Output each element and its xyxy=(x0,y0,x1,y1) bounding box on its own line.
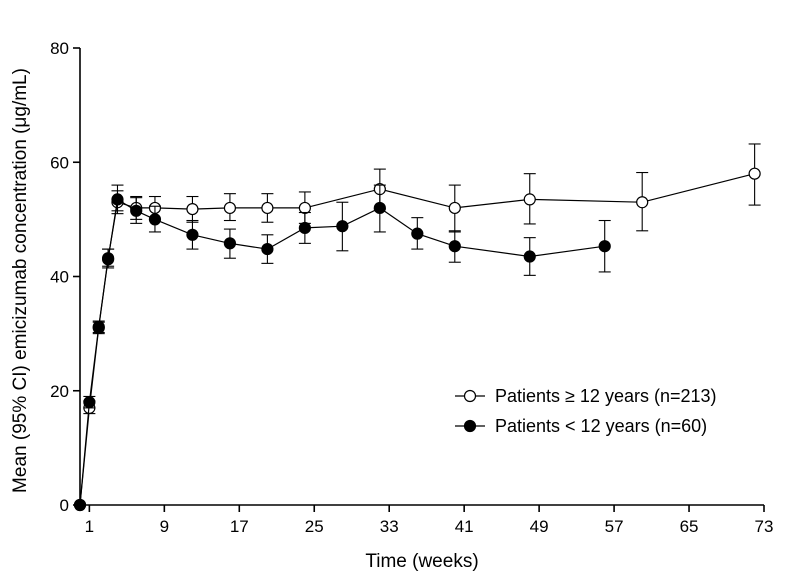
data-point-filled xyxy=(130,204,143,217)
x-tick-label: 41 xyxy=(455,517,474,536)
y-tick-label: 80 xyxy=(50,39,69,58)
legend: Patients ≥ 12 years (n=213) Patients < 12… xyxy=(455,386,717,436)
data-point-filled xyxy=(92,320,105,333)
data-point-open xyxy=(261,201,274,215)
data-point-filled xyxy=(148,213,162,226)
x-axis-title: Time (weeks) xyxy=(365,551,478,572)
y-tick-label: 0 xyxy=(60,496,69,515)
data-point-open xyxy=(186,202,199,216)
data-point-filled xyxy=(523,250,536,263)
data-point-filled xyxy=(298,221,311,235)
x-tick-label: 1 xyxy=(85,517,94,536)
data-point-filled xyxy=(186,228,199,241)
series-lt12 xyxy=(73,184,611,512)
x-tick-label: 33 xyxy=(380,517,399,536)
data-point-filled xyxy=(73,498,87,512)
data-point-filled xyxy=(336,220,349,233)
data-point-filled xyxy=(111,193,124,206)
legend-marker xyxy=(463,389,477,403)
data-point-open xyxy=(448,201,461,215)
data-point-open xyxy=(523,193,536,206)
data-point-open xyxy=(748,167,761,180)
x-tick-label: 25 xyxy=(305,517,324,536)
y-axis-title: Mean (95% CI) emicizumab concentration (… xyxy=(10,68,31,493)
data-point-filled xyxy=(448,240,461,253)
legend-item: Patients ≥ 12 years (n=213) xyxy=(455,386,717,406)
legend-item: Patients < 12 years (n=60) xyxy=(455,416,707,436)
data-point-filled xyxy=(223,237,237,250)
x-tick-label: 9 xyxy=(160,517,169,536)
data-point-open xyxy=(636,196,649,209)
legend-marker xyxy=(463,419,477,433)
data-point-filled xyxy=(261,242,274,256)
data-point-filled xyxy=(373,201,386,215)
data-point-filled xyxy=(411,227,424,240)
x-tick-label: 17 xyxy=(230,517,249,536)
legend-label: Patients < 12 years (n=60) xyxy=(495,416,707,436)
x-tick-label: 49 xyxy=(530,517,549,536)
y-tick-label: 40 xyxy=(50,268,69,287)
data-point-filled xyxy=(102,253,115,266)
data-point-filled xyxy=(598,240,611,253)
legend-label: Patients ≥ 12 years (n=213) xyxy=(495,386,717,406)
data-point-open xyxy=(298,201,311,215)
x-tick-label: 73 xyxy=(755,517,774,536)
data-point-filled xyxy=(83,396,96,409)
series-layer xyxy=(73,143,761,512)
series-ge12 xyxy=(73,143,761,512)
y-tick-label: 60 xyxy=(50,153,69,172)
data-point-open xyxy=(223,201,237,215)
axes: 0 20 40 60 80 1 9 17 25 33 41 49 57 65 73 xyxy=(50,39,773,536)
x-tick-label: 57 xyxy=(605,517,624,536)
x-tick-label: 65 xyxy=(680,517,699,536)
y-tick-label: 20 xyxy=(50,382,69,401)
